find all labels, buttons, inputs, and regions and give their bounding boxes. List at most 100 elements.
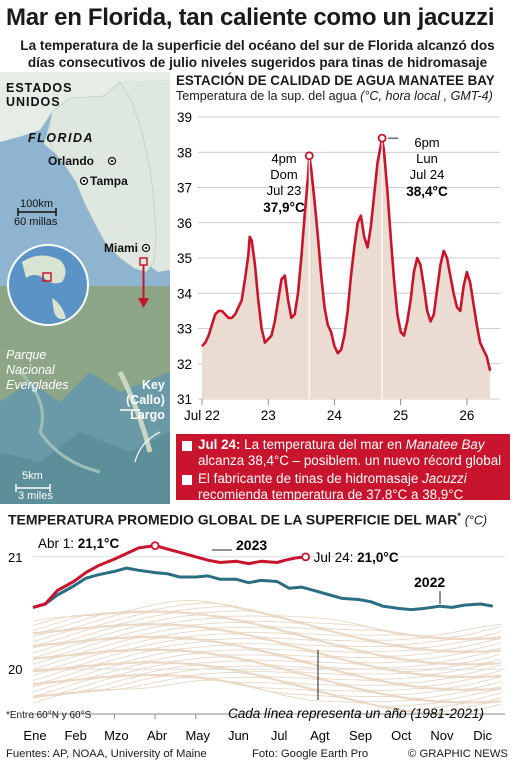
station-chart-title: ESTACIÓN DE CALIDAD DE AGUA MANATEE BAY [176,73,495,88]
historic-year-line [32,676,501,714]
historic-year-line [32,674,501,707]
y-tick-label: 32 [177,357,192,372]
y-tick-label: 31 [177,392,192,407]
x-tick-label: Jun [228,728,249,743]
page-subtitle: La temperatura de la superficie del océa… [0,38,515,71]
y-tick-label: 38 [177,145,192,160]
page-title: Mar en Florida, tan caliente como un jac… [6,4,495,31]
city-miami: Miami [104,241,139,255]
annotation-peak-value: 21,1°C [78,536,120,551]
series-line-2022 [32,566,494,612]
x-tick-label: 23 [261,408,276,423]
x-tick-label: Sep [349,728,372,743]
annotation-value: 38,4°C [406,184,448,199]
y-tick-label: 21 [8,550,22,565]
x-tick-label: Nov [430,728,454,743]
historic-year-line [32,664,501,702]
photo-credit: Foto: Google Earth Pro [252,748,369,760]
annotation-time: 6pm [414,135,439,150]
temperature-line [201,136,492,372]
historic-year-line [32,636,501,672]
historic-year-line [32,623,501,657]
station-chart-subtitle: Temperatura de la sup. del agua (°C, hor… [176,89,493,103]
historic-year-line [32,649,501,684]
country-label: ESTADOS UNIDOS [6,81,73,109]
florida-map: ESTADOS UNIDOS FLORIDA Orlando Tampa Miam… [0,72,170,504]
peak-marker [150,541,160,551]
annotation-day: Dom [270,167,297,182]
x-tick-label: Jul [271,728,288,743]
scale-mi: 60 millas [14,216,58,228]
note-jacuzzi: El fabricante de tinas de hidromasaje Ja… [182,471,504,503]
latest-marker [301,552,311,562]
historic-year-line [32,652,501,690]
series-label-2022: 2022 [414,574,445,590]
historic-year-line [32,626,501,663]
annotation-peak: Abr 1: 21,1°C [38,536,119,551]
y-tick-label: 35 [177,251,192,266]
annotation-value: 37,9°C [263,200,305,215]
map-graphic [0,72,170,504]
global-chart-title: TEMPERATURA PROMEDIO GLOBAL DE LA SUPERF… [8,511,488,528]
annotation-day: Lun [416,151,438,166]
x-tick-label: 26 [459,408,474,423]
x-tick-label: 24 [327,408,343,423]
x-tick-label: Mzo [104,728,129,743]
historic-year-line [32,635,501,669]
key-largo-label: Key (Callo) Largo [126,378,165,422]
x-tick-label: Oct [391,728,412,743]
historic-year-line [32,600,501,637]
historic-year-line [32,648,501,680]
historic-year-line [32,662,501,699]
city-tampa: Tampa [90,174,128,188]
subtitle-line-1: La temperatura de la superficie del océa… [20,38,495,53]
peak-marker [377,133,387,143]
historic-year-line [32,606,502,640]
global-sst-chart: 20 21 Ene Feb Mzo Abr May Jun Jul Agt Sep Oct Nov Dic… [8,536,505,743]
sources: Fuentes: AP, NOAA, University of Maine [6,748,207,760]
y-tick-label: 37 [177,181,192,196]
x-tick-label: Abr [147,728,168,743]
annotation-peak-label: Abr 1: [38,536,78,551]
historic-year-line [32,661,501,696]
historic-year-line [32,612,501,649]
series-line-2023 [32,544,306,609]
annotation-date: Jul 23 [267,183,302,198]
annotation-time: 4pm [271,151,296,166]
historic-year-line [32,674,501,711]
temperature-area [202,138,491,399]
peak-marker [304,151,314,161]
subtitle-line-2: días consecutivos de julio niveles suger… [27,54,488,70]
global-footnote: *Entre 60°N y 60°S [6,710,92,721]
x-tick-label: Jul 22 [184,408,220,423]
x-tick-label: May [185,728,210,743]
historic-year-line [32,614,501,651]
x-tick-label: Agt [310,728,330,743]
y-tick-label: 39 [177,110,192,125]
x-tick-label: Dic [473,728,492,743]
scale-km: 100km [20,198,54,210]
historic-year-line [32,650,501,687]
historic-year-line [32,638,501,675]
annotation-latest: Jul 24: 21,0°C [314,550,399,565]
annotation-date: Jul 24 [410,167,445,182]
historic-year-line [32,624,501,661]
record-notes-box: Jul 24: La temperatura del mar en Manate… [176,434,510,503]
graphic-news-credit: © GRAPHIC NEWS [408,748,508,760]
x-tick-label: Ene [23,728,46,743]
historic-year-line [32,610,501,641]
x-tick-label: 25 [393,408,408,423]
x-tick-label: Feb [64,728,86,743]
annotation-latest-label: Jul 24: [314,550,358,565]
zoom-scale-km: 5km [22,470,43,482]
zoom-scale-mi: 3 miles [18,490,53,502]
state-label: FLORIDA [28,131,95,145]
series-label-2023: 2023 [236,537,267,553]
caption: Cada línea representa un año (1981-2021) [228,706,484,721]
note-record: Jul 24: La temperatura del mar en Manate… [182,437,504,469]
y-tick-label: 33 [177,322,192,337]
annotation-latest-value: 21,0°C [357,550,399,565]
y-tick-label: 34 [177,286,193,301]
historic-year-line [32,610,501,646]
